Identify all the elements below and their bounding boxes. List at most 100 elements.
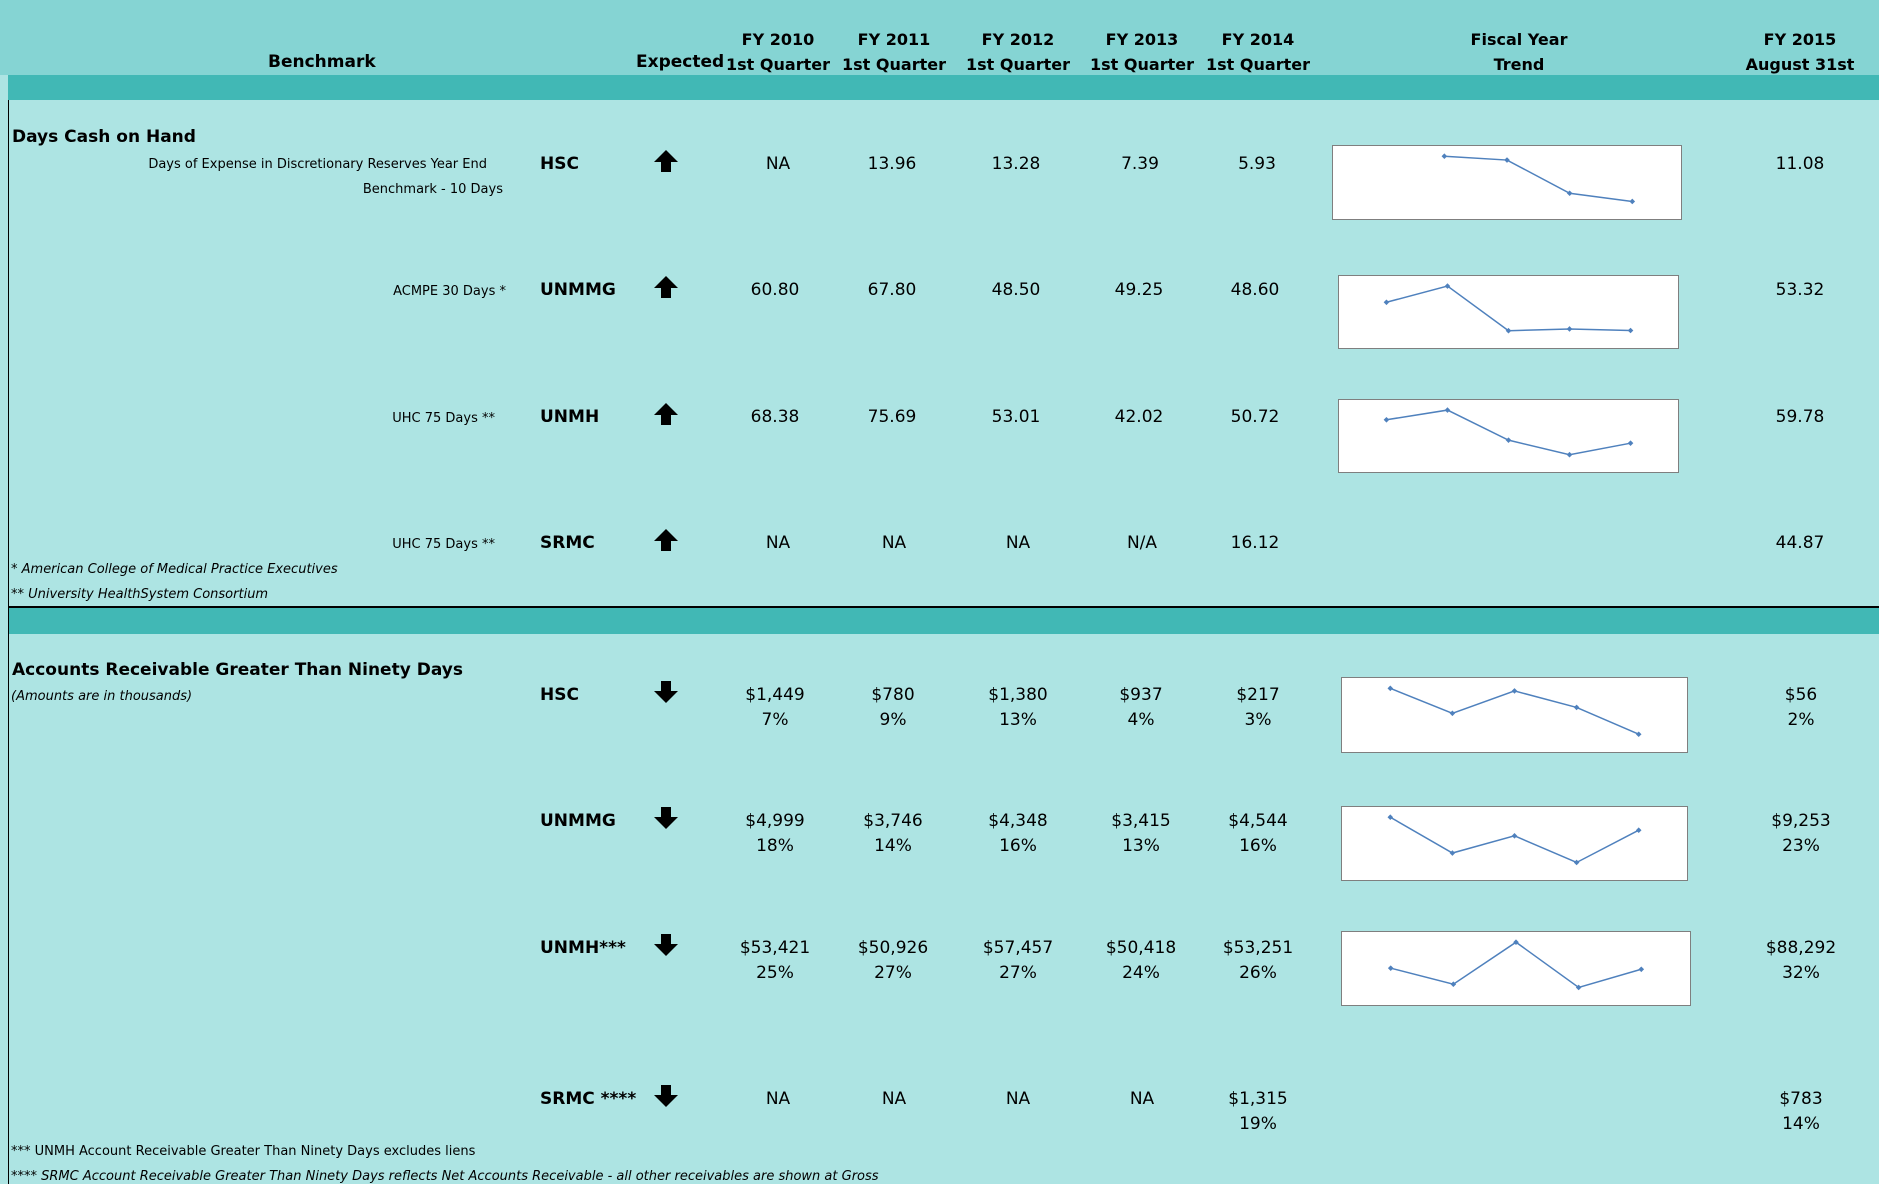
value-cell: $1,380 13% [988, 685, 1048, 730]
fy2015-value: 11.08 [1775, 154, 1825, 174]
value-cell: 16.12 [1230, 533, 1280, 553]
sparkline-svg [1441, 153, 1636, 205]
sparkline-point [1573, 859, 1580, 866]
sparkline-point [1575, 984, 1582, 991]
value-cell: 5.93 [1238, 154, 1276, 174]
footnote: ** University HealthSystem Consortium [11, 587, 269, 602]
value-cell: NA [1129, 1089, 1155, 1109]
sparkline-point [1573, 704, 1580, 711]
value-cell: $3,415 13% [1111, 811, 1171, 856]
footnote: *** UNMH Account Receivable Greater Than… [11, 1144, 476, 1159]
sparkline-point [1638, 966, 1645, 973]
value-cell: NA [765, 1089, 791, 1109]
header-expected: Expected [636, 52, 725, 72]
row-label: Days of Expense in Discretionary Reserve… [148, 157, 487, 172]
value-cell: 48.60 [1230, 280, 1280, 300]
entity-label: HSC [540, 154, 579, 174]
footnote: * American College of Medical Practice E… [11, 562, 338, 577]
value-cell: NA [765, 533, 791, 553]
entity-label: UNMMG [540, 280, 616, 300]
value-cell: 53.01 [991, 407, 1041, 427]
sparkline-point [1566, 451, 1573, 458]
value-cell: $1,315 19% [1228, 1089, 1288, 1134]
sparkline-line [1444, 155, 1633, 203]
section-title-days-cash: Days Cash on Hand [12, 127, 196, 147]
entity-label: HSC [540, 685, 579, 705]
value-cell: $1,449 7% [745, 685, 805, 730]
header-col-trend: Fiscal Year Trend [1470, 30, 1568, 74]
arrow-up-icon [654, 150, 678, 172]
sparkline-point [1383, 416, 1390, 423]
value-cell: $50,926 27% [857, 938, 929, 983]
sparkline-point [1444, 283, 1451, 289]
sparkline-point [1511, 833, 1518, 839]
sparkline-svg [1383, 283, 1634, 334]
value-cell: $4,999 18% [745, 811, 805, 856]
row-label: UHC 75 Days ** [392, 537, 495, 552]
sparkline-point [1449, 710, 1456, 717]
sparkline-point [1441, 153, 1448, 160]
value-cell: N/A [1126, 533, 1158, 553]
arrow-down-icon [654, 681, 678, 703]
sparkline-line [1386, 285, 1631, 332]
sparkline-svg [1383, 407, 1634, 458]
header-col-fy2015: FY 2015 August 31st [1745, 30, 1855, 74]
arrow-up-icon [654, 276, 678, 298]
value-cell: 68.38 [750, 407, 800, 427]
row-label: ACMPE 30 Days * [393, 284, 506, 299]
sparkline-line [1389, 816, 1640, 864]
header-col-fy2011: FY 2011 1st Quarter [842, 30, 946, 74]
sparkline-point [1629, 198, 1636, 205]
sparkline-point [1504, 157, 1510, 163]
sparkline-point [1387, 814, 1394, 821]
sparkline-line [1386, 409, 1631, 456]
arrow-down-icon [654, 807, 678, 829]
left-border-line [8, 100, 9, 1184]
trend-sparkline [1338, 399, 1679, 473]
value-cell: 13.28 [991, 154, 1041, 174]
trend-sparkline [1338, 275, 1679, 349]
value-cell: 48.50 [991, 280, 1041, 300]
entity-label: SRMC **** [540, 1089, 637, 1109]
arrow-up-icon [654, 529, 678, 551]
trend-sparkline [1341, 806, 1688, 881]
sparkline-point [1450, 981, 1457, 988]
sparkline-line [1390, 941, 1642, 989]
value-cell: $937 4% [1119, 685, 1163, 730]
header-col-fy2014: FY 2014 1st Quarter [1206, 30, 1310, 74]
value-cell: $217 3% [1236, 685, 1280, 730]
value-cell: $57,457 27% [982, 938, 1054, 983]
section-title-ar90: Accounts Receivable Greater Than Ninety … [12, 660, 463, 680]
value-cell: $53,421 25% [739, 938, 811, 983]
trend-sparkline [1332, 145, 1682, 220]
fy2015-value: 53.32 [1775, 280, 1825, 300]
value-cell: 7.39 [1121, 154, 1159, 174]
sparkline-point [1566, 190, 1573, 197]
sparkline-point [1444, 407, 1451, 413]
arrow-down-icon [654, 1085, 678, 1107]
sparkline-svg [1387, 685, 1642, 738]
value-cell: 49.25 [1114, 280, 1164, 300]
sparkline-point [1627, 327, 1634, 334]
entity-label: SRMC [540, 533, 595, 553]
sparkline-point [1511, 688, 1518, 694]
sparkline-point [1635, 827, 1642, 834]
value-cell: $4,544 16% [1228, 811, 1288, 856]
value-cell: 67.80 [867, 280, 917, 300]
value-cell: 42.02 [1114, 407, 1164, 427]
sparkline-point [1513, 939, 1519, 946]
value-cell: $3,746 14% [863, 811, 923, 856]
entity-label: UNMMG [540, 811, 616, 831]
sparkline-point [1387, 685, 1394, 692]
value-cell: NA [1005, 533, 1031, 553]
header-col-fy2012: FY 2012 1st Quarter [966, 30, 1070, 74]
header-benchmark: Benchmark [268, 52, 376, 72]
fy2015-value: $783 14% [1779, 1089, 1823, 1134]
sparkline-svg [1387, 814, 1642, 866]
value-cell: 75.69 [867, 407, 917, 427]
fy2015-value: $9,253 23% [1771, 811, 1831, 856]
sparkline-point [1635, 731, 1642, 738]
header-band [0, 0, 1879, 75]
row-label-benchmark: Benchmark - 10 Days [362, 182, 503, 197]
sparkline-point [1627, 440, 1634, 446]
